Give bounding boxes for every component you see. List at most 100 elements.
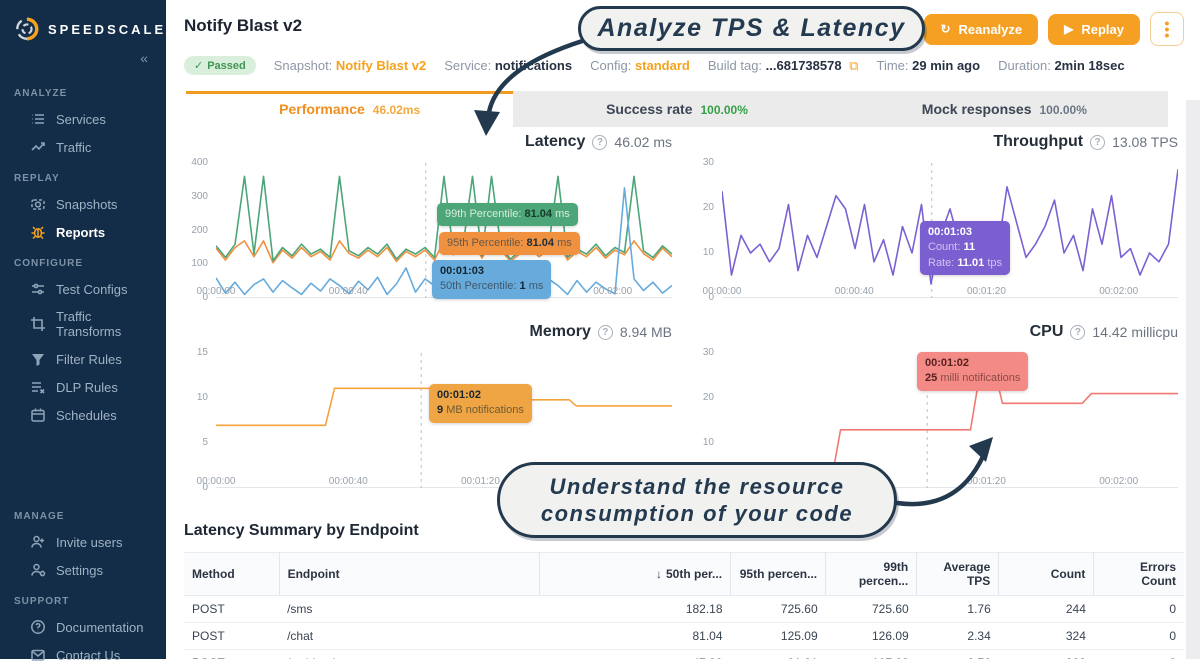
help-circle-icon: [30, 619, 46, 635]
sidebar-item-filter-rules[interactable]: Filter Rules: [0, 345, 166, 373]
crop-icon: [30, 316, 46, 332]
col-p95[interactable]: 95th percen...: [731, 553, 826, 596]
sidebar-collapse-button[interactable]: «: [0, 46, 166, 68]
tooltip-throughput: 00:01:03 Count: 11 Rate: 11.01 tps: [920, 221, 1010, 275]
memory-chart-title: Memory: [530, 323, 591, 341]
user-plus-icon: [30, 534, 46, 550]
status-badge: ✓ Passed: [184, 56, 256, 75]
tab-bar: Performance 46.02ms Success rate 100.00%…: [186, 91, 1168, 127]
sort-desc-icon: ↓: [656, 567, 662, 581]
refresh-icon: ↻: [940, 23, 950, 35]
sidebar-item-settings[interactable]: Settings: [0, 556, 166, 584]
nav-section-analyze: ANALYZE: [0, 76, 166, 105]
nav-section-configure: CONFIGURE: [0, 246, 166, 275]
user-gear-icon: [30, 562, 46, 578]
replay-button[interactable]: ▶ Replay: [1048, 14, 1140, 45]
field-build-tag: Build tag: ...681738578 ⧉: [708, 58, 859, 74]
reanalyze-label: Reanalyze: [959, 22, 1023, 37]
sidebar: SPEEDSCALE « ANALYZE Services Traffic RE…: [0, 0, 166, 659]
col-errors[interactable]: Errors Count: [1094, 553, 1184, 596]
scrollbar-track[interactable]: [1186, 100, 1200, 659]
more-options-button[interactable]: •••: [1150, 12, 1184, 46]
tab-mock-responses[interactable]: Mock responses 100.00%: [841, 91, 1168, 127]
sidebar-item-snapshots[interactable]: Snapshots: [0, 190, 166, 218]
play-icon: ▶: [1064, 23, 1073, 35]
sidebar-item-traffic-transforms[interactable]: Traffic Transforms: [0, 303, 166, 345]
throughput-chart-value: 13.08 TPS: [1112, 134, 1178, 150]
sidebar-item-dlp-rules[interactable]: DLP Rules: [0, 373, 166, 401]
throughput-chart-title: Throughput: [993, 133, 1083, 151]
tooltip-p50: 00:01:03 50th Percentile: 1 ms: [432, 260, 551, 299]
sidebar-item-label: Traffic Transforms: [56, 309, 158, 339]
sliders-icon: [30, 281, 46, 297]
tab-performance[interactable]: Performance 46.02ms: [186, 91, 513, 127]
sidebar-item-label: Reports: [56, 225, 105, 240]
sidebar-item-label: Invite users: [56, 535, 122, 550]
snapshot-link[interactable]: Notify Blast v2: [336, 58, 426, 73]
col-method[interactable]: Method: [184, 553, 279, 596]
sidebar-item-label: Documentation: [56, 620, 143, 635]
calendar-icon: [30, 407, 46, 423]
col-p50[interactable]: ↓50th per...: [539, 553, 730, 596]
copy-icon[interactable]: ⧉: [849, 58, 858, 73]
sidebar-item-documentation[interactable]: Documentation: [0, 613, 166, 641]
sidebar-item-test-configs[interactable]: Test Configs: [0, 275, 166, 303]
tab-success-rate[interactable]: Success rate 100.00%: [513, 91, 840, 127]
help-icon[interactable]: ?: [1070, 325, 1085, 340]
funnel-icon: [30, 351, 46, 367]
status-row: ✓ Passed Snapshot: Notify Blast v2 Servi…: [184, 56, 1184, 75]
logo[interactable]: SPEEDSCALE: [0, 0, 166, 46]
col-endpoint[interactable]: Endpoint: [279, 553, 539, 596]
cpu-chart-value: 14.42 millicpu: [1092, 324, 1178, 340]
annotation-analyze-tps-latency: Analyze TPS & Latency: [578, 6, 925, 51]
reanalyze-button[interactable]: ↻ Reanalyze: [924, 14, 1038, 45]
sidebar-item-label: DLP Rules: [56, 380, 118, 395]
sidebar-item-traffic[interactable]: Traffic: [0, 133, 166, 161]
col-avg-tps[interactable]: Average TPS: [917, 553, 999, 596]
nav-section-replay: REPLAY: [0, 161, 166, 190]
sidebar-item-label: Contact Us: [56, 648, 120, 663]
cpu-chart-title: CPU: [1030, 323, 1064, 341]
nav-section-manage: MANAGE: [0, 499, 166, 528]
sidebar-item-label: Schedules: [56, 408, 117, 423]
latency-summary-table: Method Endpoint ↓50th per... 95th percen…: [184, 552, 1184, 659]
latency-chart-title: Latency: [525, 133, 585, 151]
sidebar-item-label: Services: [56, 112, 106, 127]
help-icon[interactable]: ?: [592, 135, 607, 150]
field-snapshot: Snapshot: Notify Blast v2: [274, 58, 426, 73]
sidebar-item-reports[interactable]: Reports: [0, 218, 166, 246]
tab-mock-responses-value: 100.00%: [1040, 103, 1087, 117]
memory-chart-value: 8.94 MB: [620, 324, 672, 340]
annotation-resource-consumption: Understand the resource consumption of y…: [497, 462, 897, 538]
sidebar-item-schedules[interactable]: Schedules: [0, 401, 166, 429]
tooltip-p95: 95th Percentile: 81.04 ms: [439, 232, 580, 255]
nav-section-support: SUPPORT: [0, 584, 166, 613]
trend-icon: [30, 139, 46, 155]
latency-summary-section: Latency Summary by Endpoint Method Endpo…: [184, 518, 1184, 659]
tooltip-cpu: 00:01:02 25 milli notifications: [917, 352, 1028, 391]
sidebar-item-label: Filter Rules: [56, 352, 122, 367]
tooltip-p99: 99th Percentile: 81.04 ms: [437, 203, 578, 226]
config-link[interactable]: standard: [635, 58, 690, 73]
tab-performance-value: 46.02ms: [373, 103, 420, 117]
help-icon[interactable]: ?: [1090, 135, 1105, 150]
col-count[interactable]: Count: [999, 553, 1094, 596]
table-header-row: Method Endpoint ↓50th per... 95th percen…: [184, 553, 1184, 596]
help-icon[interactable]: ?: [598, 325, 613, 340]
field-duration: Duration: 2min 18sec: [998, 58, 1124, 73]
sidebar-item-invite-users[interactable]: Invite users: [0, 528, 166, 556]
sidebar-item-services[interactable]: Services: [0, 105, 166, 133]
bug-icon: [30, 224, 46, 240]
field-service: Service: notifications: [444, 58, 572, 73]
latency-chart-value: 46.02 ms: [614, 134, 672, 150]
sidebar-item-contact-us[interactable]: Contact Us: [0, 641, 166, 669]
logo-text: SPEEDSCALE: [48, 22, 166, 37]
sidebar-nav: ANALYZE Services Traffic REPLAY Snapshot…: [0, 68, 166, 669]
tooltip-memory: 00:01:02 9 MB notifications: [429, 384, 532, 423]
col-p99[interactable]: 99th percen...: [826, 553, 917, 596]
